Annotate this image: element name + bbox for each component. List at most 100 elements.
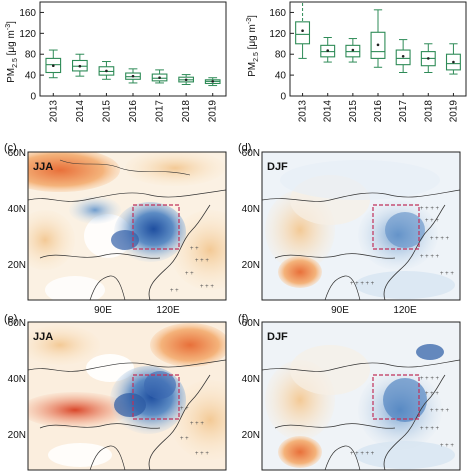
box-mean-dot	[211, 80, 215, 83]
lat-tick-60n-c: 60N	[8, 148, 26, 159]
box-mean-dot	[78, 64, 82, 68]
svg-text:+ +: + +	[180, 406, 189, 412]
svg-text:+ + +: + + +	[190, 421, 204, 427]
box-mean-dot	[351, 48, 355, 52]
x-tick-label: 2019	[208, 100, 219, 123]
y-tick-label: 40	[275, 71, 287, 82]
ylabel-unit: [μg m	[6, 30, 17, 55]
y-tick-label: 0	[30, 92, 36, 103]
svg-text:+ + + + +: + + + + +	[350, 451, 375, 457]
map-panel-f: (f) + + + ++ + ++ + + + + + + ++ + ++ + …	[238, 313, 461, 471]
y-axis-label-b: PM2.5 [μg m-3]	[246, 15, 260, 77]
lon-tick-90e-left: 90E	[94, 305, 112, 316]
ylabel-exp: -3	[246, 18, 253, 24]
y-tick-label: 80	[25, 50, 37, 61]
x-tick-label: 2015	[101, 100, 112, 123]
x-tick-label: 2013	[48, 100, 59, 123]
svg-text:+ + + +: + + + +	[420, 376, 440, 382]
svg-text:+ +: + +	[180, 436, 189, 442]
svg-text:+ + + +: + + + +	[420, 206, 440, 212]
season-label-d: DJF	[267, 161, 288, 173]
box-mean-dot	[158, 76, 161, 80]
box-mean-dot	[105, 69, 108, 73]
lat-tick-60n-f: 60N	[242, 318, 260, 329]
svg-text:+ + +: + + +	[440, 271, 454, 277]
svg-text:+ + + +: + + + +	[430, 408, 450, 414]
map-frame-c	[27, 151, 227, 301]
x-tick-label: 2014	[323, 100, 334, 123]
svg-text:+ + + + +: + + + + +	[350, 281, 375, 287]
svg-text:+ + +: + + +	[425, 218, 439, 224]
ylabel-main: PM	[247, 62, 258, 77]
x-tick-label: 2016	[373, 100, 384, 123]
svg-text:+ + +: + + +	[200, 284, 214, 290]
y-axis-label-a: PM2.5 [μg m-3]	[5, 21, 19, 83]
svg-text:+ + +: + + +	[195, 451, 209, 457]
lat-tick-40n-c: 40N	[8, 204, 26, 215]
boxes-b	[295, 3, 461, 75]
y-axis-a: 0 40 80 120 160	[19, 8, 44, 103]
svg-text:+ +: + +	[185, 271, 194, 277]
lon-tick-90e-right: 90E	[331, 305, 349, 316]
map-frame-f	[261, 321, 461, 471]
y-tick-label: 80	[275, 50, 287, 61]
lat-tick-20n-e: 20N	[8, 430, 26, 441]
x-tick-label: 2014	[75, 100, 86, 123]
region-box-e	[132, 374, 180, 420]
box-mean-dot	[326, 49, 330, 52]
map-panel-c: (c) + + + + + + + + + + + + JJA 60N	[4, 142, 227, 301]
season-label-c: JJA	[33, 161, 53, 173]
lat-tick-20n-d: 20N	[242, 260, 260, 271]
map-field-e: + + + + + + + + + +	[28, 322, 226, 470]
ylabel-close: ]	[6, 21, 17, 24]
region-box-c	[132, 204, 180, 250]
panel-label-c: (c)	[4, 142, 17, 154]
map-panel-d: (d) + + + ++ + ++ + + + + + + ++ + ++ + …	[238, 142, 461, 301]
box-mean-dot	[426, 57, 430, 60]
x-axis-a: 2013 2014 2015 2016 2017 2018 2019	[48, 93, 219, 123]
map-field-f: + + + + + + + + + + + + + + + + + + + + + + …	[262, 322, 460, 470]
ylabel-close: ]	[247, 15, 258, 18]
map-frame-e	[27, 321, 227, 471]
x-tick-label: 2019	[448, 100, 459, 123]
x-tick-label: 2016	[128, 100, 139, 123]
panel-label-e: (e)	[4, 313, 17, 325]
region-box-f	[372, 374, 420, 420]
ylabel-sub: 2.5	[12, 58, 19, 68]
box-mean-dot	[51, 64, 55, 68]
panel-label-f: (f)	[238, 313, 248, 325]
box-mean-dot	[131, 74, 135, 78]
lat-tick-60n-e: 60N	[8, 318, 26, 329]
y-tick-label: 160	[269, 8, 286, 19]
lon-tick-120e-right: 120E	[393, 305, 417, 316]
lat-tick-40n-f: 40N	[242, 374, 260, 385]
map-panel-e: (e) + ++ + ++ + + + + JJA 60N 40N 20	[4, 313, 227, 471]
svg-text:+ +: + +	[190, 246, 199, 252]
boxplot-panel-a: 0 40 80 120 160 2013 2014 2015 2016 2017 2018 2019…	[5, 1, 227, 123]
lat-tick-20n-c: 20N	[8, 260, 26, 271]
ylabel-unit: [μg m	[247, 24, 258, 49]
lat-tick-20n-f: 20N	[242, 430, 260, 441]
map-frame-d	[261, 151, 461, 301]
x-tick-label: 2018	[423, 100, 434, 123]
map-field-d: + + + + + + + + + + + + + + + + + + + + + + …	[262, 152, 460, 300]
lat-tick-40n-d: 40N	[242, 204, 260, 215]
y-axis-b: 0 40 80 120 160	[269, 8, 294, 103]
svg-text:+ + + +: + + + +	[420, 426, 440, 432]
box-mean-dot	[301, 29, 304, 33]
x-tick-label: 2017	[398, 100, 409, 123]
x-tick-label: 2018	[181, 100, 192, 123]
map-field-c: + + + + + + + + + + + +	[28, 152, 226, 300]
svg-text:+ +: + +	[170, 288, 179, 294]
x-tick-label: 2013	[298, 100, 309, 123]
season-label-f: DJF	[267, 331, 288, 343]
svg-text:+ + + +: + + + +	[420, 254, 440, 260]
y-tick-label: 160	[19, 8, 36, 19]
boxes-a	[45, 49, 221, 87]
panel-label-d: (d)	[238, 142, 251, 154]
x-tick-label: 2017	[155, 100, 166, 123]
box-mean-dot	[452, 60, 455, 64]
y-tick-label: 40	[25, 71, 37, 82]
y-tick-label: 120	[19, 29, 36, 40]
region-box-d	[372, 204, 420, 250]
